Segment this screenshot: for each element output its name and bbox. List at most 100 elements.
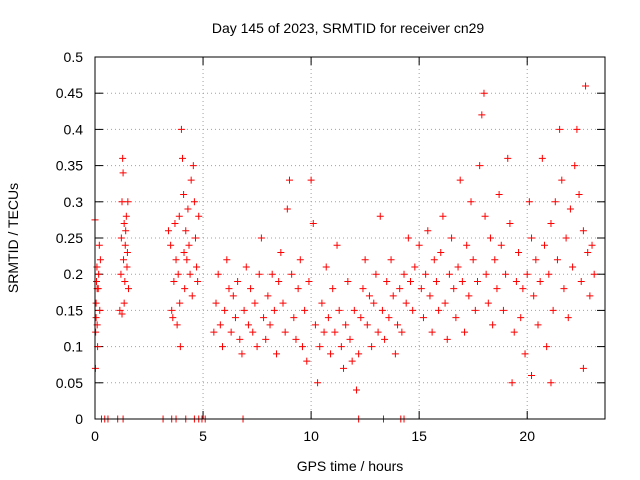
data-point [549, 306, 557, 314]
data-point [391, 350, 399, 358]
data-point [223, 256, 231, 264]
y-tick-label: 0.4 [64, 121, 84, 137]
data-point [92, 328, 100, 336]
data-point [316, 343, 324, 351]
data-point [534, 321, 542, 329]
data-point [400, 270, 408, 278]
data-point [95, 241, 103, 249]
data-point [303, 357, 311, 365]
data-point [117, 270, 125, 278]
data-point [174, 270, 182, 278]
data-point [428, 328, 436, 336]
data-point [329, 285, 337, 293]
data-point [183, 256, 191, 264]
data-point [123, 248, 131, 256]
data-point [117, 234, 125, 242]
data-point [283, 205, 291, 213]
data-point [525, 198, 533, 206]
plot-frame [94, 56, 606, 420]
data-point [409, 306, 417, 314]
data-point [122, 227, 130, 235]
data-point [363, 321, 371, 329]
data-point [372, 270, 380, 278]
data-point [430, 256, 438, 264]
data-point [292, 335, 300, 343]
data-point [532, 256, 540, 264]
data-point [191, 234, 199, 242]
data-point [119, 169, 127, 177]
data-point [465, 292, 473, 300]
data-point [370, 299, 378, 307]
data-point [119, 154, 127, 162]
data-point [387, 256, 395, 264]
y-tick-label: 0.15 [56, 302, 83, 318]
data-point [236, 335, 244, 343]
data-point [182, 227, 190, 235]
data-point [461, 328, 469, 336]
y-tick-label: 0.25 [56, 230, 83, 246]
data-point [242, 263, 250, 271]
data-point [188, 292, 196, 300]
data-point [355, 350, 363, 358]
data-point [311, 321, 319, 329]
data-point [210, 328, 218, 336]
data-point [120, 220, 128, 228]
data-point [352, 386, 360, 394]
data-point [118, 310, 126, 318]
data-point [538, 154, 546, 162]
data-point [344, 277, 352, 285]
data-point [176, 299, 184, 307]
data-point [251, 299, 259, 307]
data-point [376, 212, 384, 220]
data-point [164, 227, 172, 235]
data-point [471, 306, 479, 314]
data-point [579, 364, 587, 372]
data-point [121, 277, 129, 285]
data-point [195, 212, 203, 220]
data-point [584, 248, 592, 256]
data-point [340, 364, 348, 372]
data-point [221, 306, 229, 314]
data-point [396, 285, 404, 293]
data-point [120, 256, 128, 264]
data-point [558, 176, 566, 184]
data-point [474, 277, 481, 285]
data-point [346, 335, 354, 343]
data-point [517, 314, 525, 322]
data-point [571, 162, 579, 170]
data-point [519, 285, 527, 293]
data-point [452, 314, 460, 322]
data-point [426, 292, 434, 300]
data-point [476, 162, 484, 170]
data-point [318, 299, 326, 307]
data-point [495, 191, 503, 199]
data-point [528, 234, 536, 242]
data-point [281, 328, 289, 336]
data-point [547, 220, 555, 228]
data-point [247, 285, 255, 293]
data-point [441, 299, 449, 307]
data-point [255, 270, 263, 278]
data-point [424, 227, 432, 235]
data-point [234, 277, 242, 285]
data-point [543, 343, 551, 351]
data-point [268, 270, 276, 278]
data-point [240, 306, 248, 314]
data-point [324, 314, 332, 322]
data-point [481, 212, 489, 220]
data-point [270, 306, 278, 314]
data-point [556, 125, 564, 133]
data-point [560, 285, 568, 293]
data-point [244, 321, 252, 329]
data-point [92, 314, 100, 322]
data-point [121, 241, 129, 249]
data-point [169, 314, 177, 322]
data-point [279, 299, 287, 307]
data-point [327, 350, 335, 358]
data-point [331, 328, 339, 336]
data-point [365, 292, 373, 300]
y-tick-label: 0.35 [56, 158, 83, 174]
data-point [301, 306, 309, 314]
data-point [432, 277, 440, 285]
data-point [181, 285, 189, 293]
